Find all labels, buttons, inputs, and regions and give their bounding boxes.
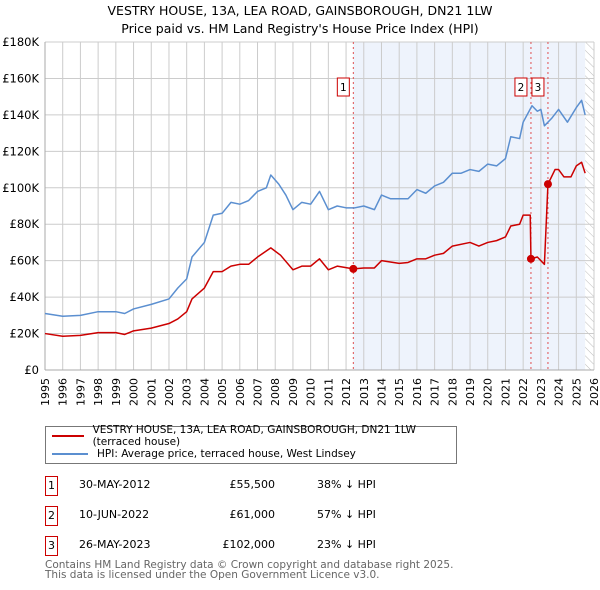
transaction-row: 2 10-JUN-2022 £61,000 57% ↓ HPI [45, 506, 545, 526]
transaction-date: 26-MAY-2023 [79, 538, 151, 551]
x-tick-label: 2026 [588, 378, 600, 406]
x-tick-label: 2005 [216, 378, 229, 406]
x-tick-label: 2000 [128, 378, 141, 406]
transaction-hpi-diff: 23% ↓ HPI [317, 538, 376, 551]
x-tick-label: 2022 [517, 378, 530, 406]
transaction-price: £61,000 [229, 508, 276, 521]
footer-copyright: Contains HM Land Registry data © Crown c… [45, 559, 454, 571]
x-tick-label: 2011 [322, 378, 335, 406]
x-tick-label: 1998 [92, 378, 105, 406]
x-tick-label: 2009 [287, 378, 300, 406]
legend-swatch-hpi [52, 453, 88, 455]
y-tick-label: £80K [10, 217, 40, 231]
x-tick-label: 2020 [482, 378, 495, 406]
transaction-number: 1 [45, 476, 58, 496]
y-tick-label: £20K [10, 327, 40, 341]
x-tick-label: 1997 [74, 378, 87, 406]
shaded-period [353, 42, 586, 370]
legend-label-hpi: HPI: Average price, terraced house, West… [97, 448, 356, 460]
y-tick-label: £0 [24, 363, 39, 377]
transaction-price: £102,000 [222, 538, 276, 551]
sale-label-box [336, 77, 350, 97]
transaction-number: 2 [45, 506, 58, 526]
transaction-price: £55,500 [229, 478, 276, 491]
x-tick-label: 2019 [464, 378, 477, 406]
x-tick-label: 1996 [57, 378, 70, 406]
chart-title: VESTRY HOUSE, 13A, LEA ROAD, GAINSBOROUG… [107, 3, 493, 18]
x-tick-label: 2002 [163, 378, 176, 406]
x-tick-label: 2013 [358, 378, 371, 406]
x-tick-label: 1999 [110, 378, 123, 406]
x-tick-label: 2007 [252, 378, 265, 406]
x-tick-label: 2004 [198, 378, 211, 406]
footer: Contains HM Land Registry data © Crown c… [45, 559, 454, 581]
sale-point [526, 254, 535, 263]
x-tick-label: 2017 [429, 378, 442, 406]
x-tick-label: 2006 [234, 378, 247, 406]
sale-label: 2 [518, 82, 525, 94]
sale-point [349, 264, 358, 273]
sale-label: 3 [535, 82, 542, 94]
y-tick-label: £40K [10, 290, 40, 304]
x-tick-label: 2015 [393, 378, 406, 406]
x-tick-label: 2016 [411, 378, 424, 406]
y-tick-label: £160K [2, 71, 39, 85]
transaction-hpi-diff: 38% ↓ HPI [317, 478, 376, 491]
transaction-hpi-diff: 57% ↓ HPI [317, 508, 376, 521]
transaction-date: 30-MAY-2012 [79, 478, 151, 491]
x-tick-label: 2008 [269, 378, 282, 406]
legend-item-property: VESTRY HOUSE, 13A, LEA ROAD, GAINSBOROUG… [52, 424, 456, 448]
sale-label-box [514, 77, 528, 97]
x-tick-label: 2012 [340, 378, 353, 406]
y-tick-label: £60K [10, 254, 40, 268]
legend-label-property: VESTRY HOUSE, 13A, LEA ROAD, GAINSBOROUG… [92, 424, 416, 448]
y-tick-label: £180K [2, 35, 39, 49]
sale-point [543, 180, 552, 189]
legend-swatch-property [52, 435, 84, 437]
y-tick-label: £140K [2, 108, 39, 122]
transaction-row: 3 26-MAY-2023 £102,000 23% ↓ HPI [45, 536, 545, 556]
legend: VESTRY HOUSE, 13A, LEA ROAD, GAINSBOROUG… [45, 424, 457, 464]
x-tick-label: 2001 [145, 378, 158, 406]
x-tick-label: 2010 [305, 378, 318, 406]
footer-licence: This data is licensed under the Open Gov… [45, 569, 380, 581]
y-tick-label: £100K [2, 181, 39, 195]
x-tick-label: 2003 [181, 378, 194, 406]
x-tick-label: 2023 [535, 378, 548, 406]
x-tick-label: 2018 [446, 378, 459, 406]
x-tick-label: 2014 [375, 378, 388, 406]
x-tick-label: 2024 [553, 378, 566, 406]
y-tick-label: £120K [2, 144, 39, 158]
transaction-date: 10-JUN-2022 [79, 508, 150, 521]
x-tick-label: 1995 [39, 378, 52, 406]
x-tick-label: 2025 [570, 378, 583, 406]
x-tick-label: 2021 [499, 378, 512, 406]
transaction-row: 1 30-MAY-2012 £55,500 38% ↓ HPI [45, 476, 545, 496]
sale-label: 1 [340, 82, 347, 94]
hpi-line [44, 99, 586, 317]
forecast-hatch [585, 42, 594, 370]
transaction-number: 3 [45, 536, 58, 556]
price-chart: 1995 1996 1997 1998 1999 2000 2001 2002 2003 2004… [2, 35, 600, 406]
chart-subtitle: Price paid vs. HM Land Registry's House … [121, 21, 479, 36]
sale-label-box [531, 77, 545, 97]
legend-item-hpi: HPI: Average price, terraced house, West… [52, 446, 356, 462]
